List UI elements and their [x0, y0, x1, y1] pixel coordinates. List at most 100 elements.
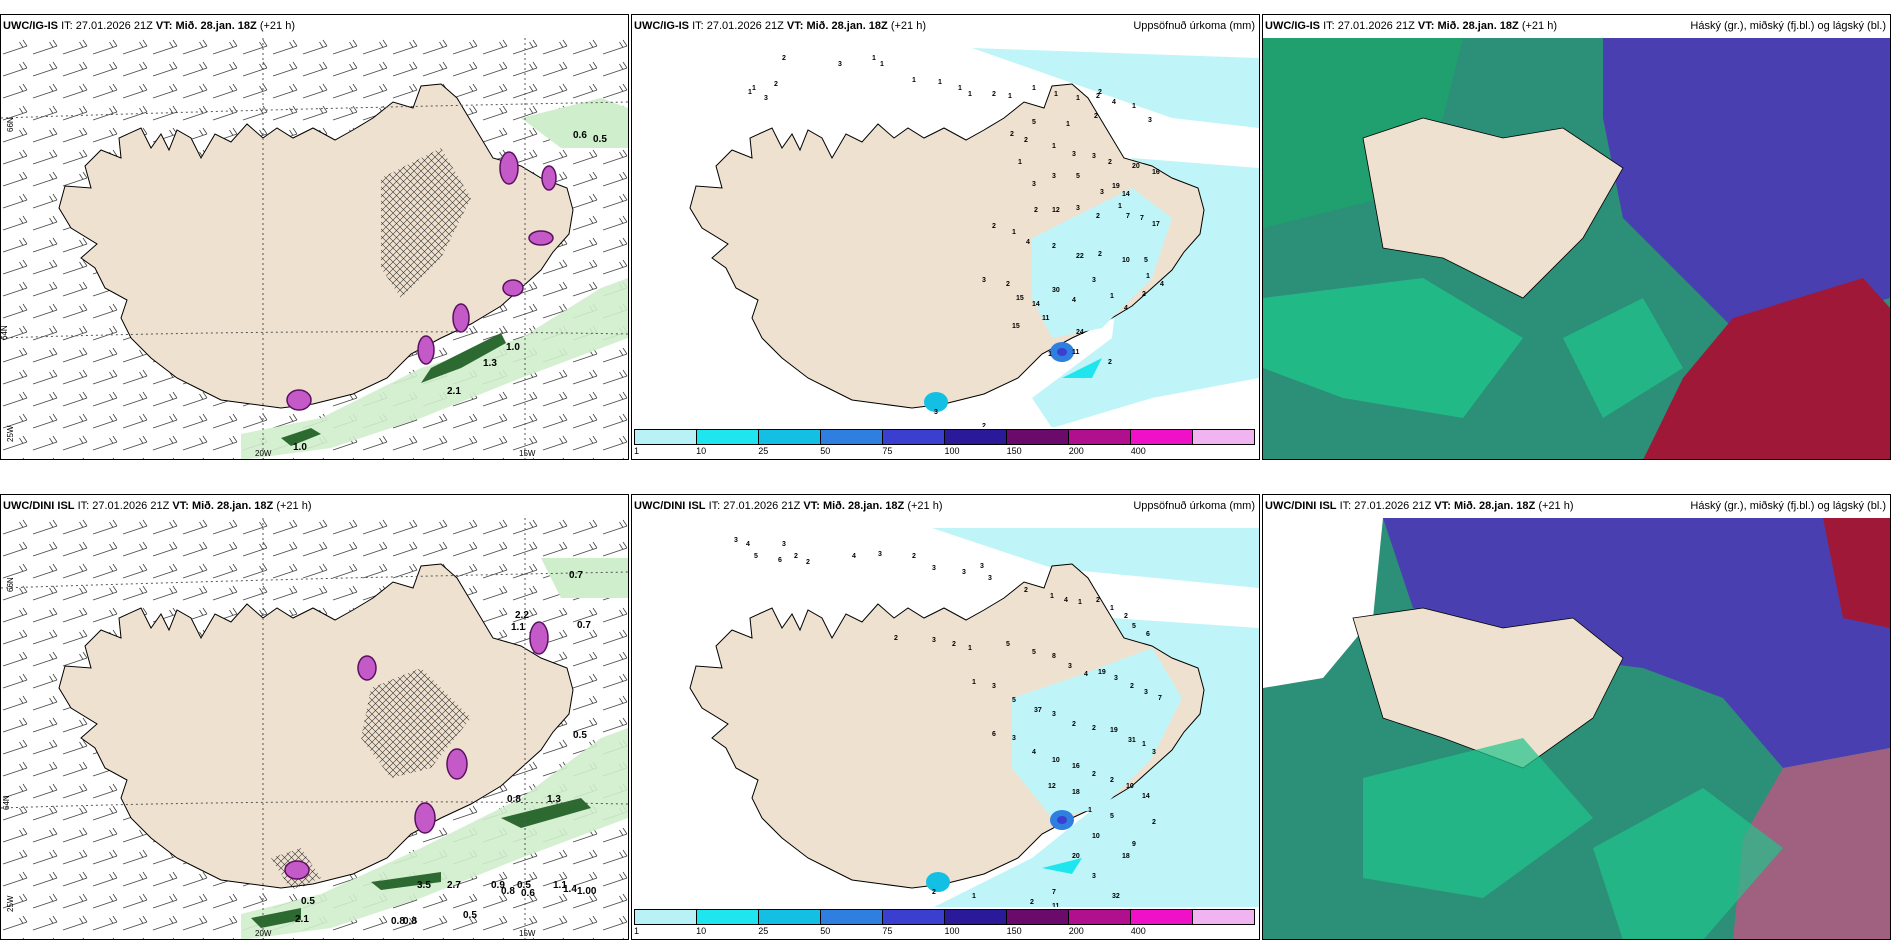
lead-time: (+21 h) — [259, 20, 295, 32]
issue-time: 27.01.2026 21Z — [75, 20, 153, 32]
precip-value: 11 — [1042, 315, 1050, 322]
legend-swatch — [697, 910, 759, 924]
model-name: UWC/DINI ISL — [1265, 500, 1337, 512]
legend-tick-label: 50 — [820, 446, 831, 456]
precip-value: 5 — [1144, 257, 1148, 264]
legend-tick-label: 100 — [944, 446, 960, 456]
legend-tick-label: 1 — [634, 926, 640, 936]
precip-value: 20 — [1132, 163, 1140, 170]
lead-time: (+21 h) — [276, 500, 312, 512]
precip-value: 2 — [1124, 613, 1128, 620]
precip-value: 2 — [1152, 819, 1156, 826]
precip-value: 2 — [806, 559, 810, 566]
precip-value: 2 — [1010, 131, 1014, 138]
precip-value: 32 — [1112, 893, 1120, 900]
precip-value: 3 — [1114, 675, 1118, 682]
precip-value: 2 — [782, 55, 786, 62]
precip-value: 1 — [880, 61, 884, 68]
valid-time: Mið. 28.jan. 18Z — [806, 20, 888, 32]
lon-label: 20W — [255, 449, 272, 458]
precip-value: 4 — [1026, 239, 1030, 246]
vt-label: VT: — [786, 20, 804, 32]
wind-map: 66N 64N 25W 20W 15W 0.6 0.5 1.0 1.3 2.1 … — [1, 38, 628, 459]
precip-value: 2 — [1096, 93, 1100, 100]
legend-swatch — [1069, 430, 1131, 444]
panel-wind-bottom: UWC/DINI ISL IT: 27.01.2026 21Z VT: Mið.… — [0, 494, 629, 940]
legend-tick-label: 25 — [758, 926, 769, 936]
precip-value: 3 — [1032, 181, 1036, 188]
it-label: IT: — [61, 20, 73, 32]
legend-tick-label: 400 — [1130, 926, 1146, 936]
precip-value: 12 — [1052, 207, 1060, 214]
precip-value: 3 — [932, 565, 936, 572]
precip-value: 2 — [894, 635, 898, 642]
precip-value: 1 — [1142, 741, 1146, 748]
wind-value: 1.00 — [577, 886, 597, 897]
wind-value: 0.6 — [573, 130, 587, 141]
precip-value: 3 — [988, 575, 992, 582]
precip-value: 19 — [1110, 727, 1118, 734]
issue-time: 27.01.2026 21Z — [1354, 500, 1432, 512]
precip-value: 3 — [1144, 689, 1148, 696]
precip-value: 3 — [992, 683, 996, 690]
precip-value: 9 — [1132, 841, 1136, 848]
wind-value: 3.5 — [417, 880, 431, 891]
legend-swatch — [1007, 910, 1069, 924]
vt-label: VT: — [155, 20, 173, 32]
lon-label: 25W — [6, 425, 15, 442]
precip-value: 4 — [1032, 749, 1036, 756]
precip-value: 2 — [1030, 899, 1034, 906]
panel-subtitle: Háský (gr.), miðský (fj.bl.) og lágský (… — [1690, 500, 1886, 512]
legend-swatch — [945, 910, 1007, 924]
precip-value: 8 — [1052, 653, 1056, 660]
panel-header: UWC/DINI ISL IT: 27.01.2026 21Z VT: Mið.… — [1, 495, 628, 518]
precip-value: 3 — [1152, 749, 1156, 756]
it-label: IT: — [1323, 20, 1335, 32]
issue-time: 27.01.2026 21Z — [723, 500, 801, 512]
precip-value: 5 — [1012, 697, 1016, 704]
it-label: IT: — [77, 500, 90, 512]
precip-value: 1 — [968, 91, 972, 98]
issue-time: 27.01.2026 21Z — [706, 20, 784, 32]
precip-value: 2 — [1072, 721, 1076, 728]
precip-value: 2 — [1096, 597, 1100, 604]
precip-value: 4 — [1084, 671, 1088, 678]
precip-value: 1 — [752, 85, 756, 92]
precip-value: 5 — [1132, 623, 1136, 630]
precip-value: 1 — [1066, 121, 1070, 128]
wind-value: 2.1 — [295, 914, 309, 925]
legend-tick-label: 400 — [1130, 446, 1146, 456]
precip-value: 3 — [878, 551, 882, 558]
panel-header: UWC/DINI ISL IT: 27.01.2026 21Z VT: Mið.… — [1263, 495, 1890, 518]
precip-value: 1 — [1146, 273, 1150, 280]
precip-value: 3 — [934, 409, 938, 416]
wind-value: 0.8 — [391, 916, 405, 927]
legend-swatch — [635, 910, 697, 924]
precip-value: 3 — [1076, 205, 1080, 212]
wind-value: 0.5 — [573, 730, 587, 741]
legend-swatch — [759, 910, 821, 924]
precip-value: 1 — [912, 77, 916, 84]
precip-value: 1 — [1032, 85, 1036, 92]
panel-header: UWC/IG-IS IT: 27.01.2026 21Z VT: Mið. 28… — [1, 15, 628, 38]
legend-swatch — [1131, 910, 1193, 924]
precip-value: 7 — [1140, 215, 1144, 222]
precip-value: 6 — [992, 731, 996, 738]
legend-tick-label: 25 — [758, 446, 769, 456]
wind-value: 1.4 — [563, 884, 577, 895]
precip-value: 11 — [1052, 903, 1060, 910]
precip-value: 1 — [1054, 91, 1058, 98]
precip-value: 3 — [932, 637, 936, 644]
lat-label: 64N — [1, 325, 9, 340]
precip-legend: 1 10 25 50 75 100 150 200 400 — [632, 907, 1259, 939]
precip-value: 3 — [1092, 153, 1096, 160]
precip-value: 1 — [958, 85, 962, 92]
legend-swatch — [759, 430, 821, 444]
precip-value: 2 — [1108, 359, 1112, 366]
legend-swatch — [1069, 910, 1131, 924]
precip-value: 2 — [794, 553, 798, 560]
precip-value: 1 — [1050, 593, 1054, 600]
precip-value: 2 — [1092, 771, 1096, 778]
model-name: UWC/IG-IS — [1265, 20, 1320, 32]
valid-time: Mið. 28.jan. 18Z — [191, 500, 274, 512]
